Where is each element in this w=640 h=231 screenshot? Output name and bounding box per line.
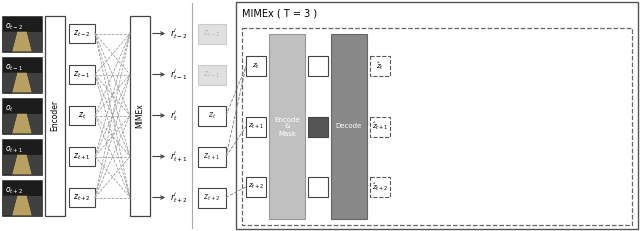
Polygon shape — [12, 32, 32, 52]
Bar — [69, 24, 95, 43]
Polygon shape — [12, 196, 32, 216]
Text: $r^i_{t+1}$: $r^i_{t+1}$ — [170, 149, 188, 164]
Polygon shape — [27, 32, 42, 52]
Bar — [370, 177, 390, 197]
Text: MIMEx: MIMEx — [136, 103, 145, 128]
Bar — [198, 24, 226, 43]
Bar — [2, 15, 42, 52]
Polygon shape — [2, 155, 17, 174]
Text: $z_{t+1}$: $z_{t+1}$ — [248, 122, 264, 131]
Text: $o_{t+1}$: $o_{t+1}$ — [5, 144, 23, 155]
Bar — [269, 34, 305, 219]
Text: $z_{t+2}$: $z_{t+2}$ — [204, 192, 221, 203]
Bar — [130, 15, 150, 216]
Text: $z_{t-2}$: $z_{t-2}$ — [73, 28, 91, 39]
Bar — [308, 177, 328, 197]
Text: $z_{t+2}$: $z_{t+2}$ — [73, 192, 91, 203]
Bar — [246, 177, 266, 197]
Text: $z_{t-1}$: $z_{t-1}$ — [204, 69, 221, 80]
Polygon shape — [27, 114, 42, 134]
Polygon shape — [27, 196, 42, 216]
Text: $o_{t+2}$: $o_{t+2}$ — [5, 185, 23, 196]
Bar — [2, 179, 42, 216]
Text: $z_{t}$: $z_{t}$ — [252, 62, 260, 71]
Text: $r^i_{t+2}$: $r^i_{t+2}$ — [170, 190, 188, 205]
Text: $z_{t-1}$: $z_{t-1}$ — [73, 69, 91, 80]
Bar — [246, 56, 266, 76]
Text: MIMEx ( T = 3 ): MIMEx ( T = 3 ) — [242, 9, 317, 19]
Polygon shape — [12, 73, 32, 92]
Text: $\hat{z}_{t+1}$: $\hat{z}_{t+1}$ — [372, 121, 388, 132]
Bar — [331, 34, 367, 219]
Text: $r^i_{t}$: $r^i_{t}$ — [170, 108, 178, 123]
Text: $z_{t+2}$: $z_{t+2}$ — [248, 182, 264, 191]
Polygon shape — [2, 32, 17, 52]
Polygon shape — [12, 114, 32, 134]
Bar — [69, 188, 95, 207]
Text: $\hat{z}_{t+2}$: $\hat{z}_{t+2}$ — [372, 181, 388, 193]
Text: $z_{t-2}$: $z_{t-2}$ — [204, 28, 221, 39]
Polygon shape — [12, 155, 32, 174]
Polygon shape — [27, 73, 42, 92]
Text: Encode
&
Mask: Encode & Mask — [274, 116, 300, 137]
Text: $r^i_{t-2}$: $r^i_{t-2}$ — [170, 26, 188, 41]
Bar — [198, 106, 226, 125]
Text: $o_{t-1}$: $o_{t-1}$ — [5, 62, 23, 73]
Polygon shape — [27, 155, 42, 174]
Bar — [198, 146, 226, 167]
Text: Decode: Decode — [336, 124, 362, 130]
Bar — [198, 188, 226, 207]
Bar — [69, 65, 95, 84]
Text: $z_{t}$: $z_{t}$ — [78, 110, 86, 121]
Text: $z_{t+1}$: $z_{t+1}$ — [204, 151, 221, 162]
Bar — [198, 64, 226, 85]
Text: $o_{t}$: $o_{t}$ — [5, 103, 14, 114]
Bar — [69, 147, 95, 166]
Bar — [45, 15, 65, 216]
Polygon shape — [2, 114, 17, 134]
Text: $o_{t-2}$: $o_{t-2}$ — [5, 21, 23, 32]
Text: Encoder: Encoder — [51, 100, 60, 131]
Polygon shape — [2, 196, 17, 216]
Bar — [242, 28, 632, 225]
Text: $r^i_{t-1}$: $r^i_{t-1}$ — [170, 67, 188, 82]
Bar — [2, 97, 42, 134]
Text: $z_{t+1}$: $z_{t+1}$ — [73, 151, 91, 162]
Bar — [2, 57, 42, 92]
Bar — [370, 56, 390, 76]
Bar — [246, 116, 266, 137]
Text: $z_{t}$: $z_{t}$ — [208, 110, 216, 121]
Text: $\hat{z}_t$: $\hat{z}_t$ — [376, 60, 384, 72]
Bar — [308, 116, 328, 137]
Bar — [308, 56, 328, 76]
Bar — [69, 106, 95, 125]
Polygon shape — [2, 73, 17, 92]
Bar — [2, 139, 42, 174]
Bar — [236, 2, 638, 229]
Bar — [370, 116, 390, 137]
